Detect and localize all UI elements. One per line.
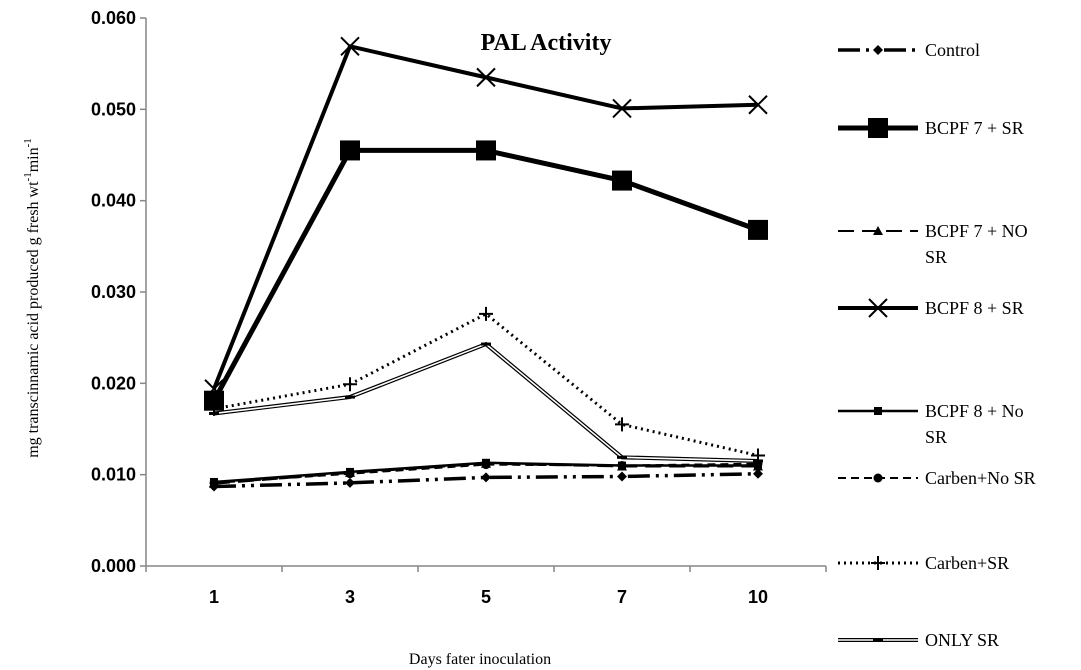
legend-entry: ONLY SR bbox=[838, 630, 999, 650]
legend-marker bbox=[873, 473, 883, 483]
data-point bbox=[340, 36, 360, 57]
legend-entry: BCPF 7 + NO SR bbox=[838, 221, 1028, 267]
x-tick-label: 5 bbox=[481, 587, 491, 607]
data-point bbox=[345, 467, 355, 477]
y-tick-label: 0.030 bbox=[91, 282, 136, 302]
y-tick-label: 0.060 bbox=[91, 8, 136, 28]
axes bbox=[145, 18, 826, 567]
data-point bbox=[343, 377, 357, 392]
series-line bbox=[213, 312, 759, 457]
y-ticks: 0.000 0.010 0.020 0.030 0.040 0.050 0.060 bbox=[91, 8, 146, 576]
series-line bbox=[212, 44, 759, 390]
data-point bbox=[753, 461, 763, 471]
y-axis-title: mg transcinnamic acid produced g fresh w… bbox=[22, 138, 42, 458]
y-tick-label: 0.040 bbox=[91, 191, 136, 211]
data-point bbox=[617, 471, 627, 482]
data-point bbox=[748, 95, 768, 115]
y-axis-title-main: mg transcinnamic acid produced g fresh w… bbox=[25, 181, 42, 458]
y-axis-title-sup2: -1 bbox=[22, 138, 34, 147]
data-point bbox=[209, 481, 219, 492]
data-point bbox=[481, 472, 491, 483]
legend-marker bbox=[868, 118, 888, 138]
x-axis-title: Days fater inoculation bbox=[409, 651, 551, 668]
legend-entry: Carben+SR bbox=[838, 553, 1009, 573]
legend-label: BCPF 8 + No bbox=[925, 401, 1024, 421]
legend-label: Control bbox=[925, 40, 980, 60]
legend-entry: BCPF 8 + SR bbox=[838, 298, 1024, 318]
series-lines bbox=[204, 36, 768, 492]
legend-marker bbox=[873, 638, 883, 642]
y-tick-label: 0.020 bbox=[91, 373, 136, 393]
legend-label: BCPF 8 + SR bbox=[925, 298, 1024, 318]
y-tick-label: 0.000 bbox=[91, 556, 136, 576]
data-point bbox=[340, 140, 360, 161]
legend-marker bbox=[873, 45, 883, 55]
series-ONLY SR bbox=[209, 342, 763, 463]
data-point bbox=[476, 140, 496, 161]
x-tick-label: 7 bbox=[617, 587, 627, 607]
data-point bbox=[479, 306, 493, 321]
series-Control bbox=[209, 468, 763, 492]
series-BCPF 7 + NO SR bbox=[209, 458, 763, 488]
data-point bbox=[345, 395, 355, 399]
legend-label: BCPF 7 + NO bbox=[925, 221, 1028, 241]
series-line bbox=[213, 472, 759, 489]
x-tick-label: 3 bbox=[345, 587, 355, 607]
legend-marker bbox=[868, 298, 888, 318]
data-point bbox=[345, 477, 355, 488]
x-ticks: 1 3 5 7 10 bbox=[145, 566, 827, 607]
legend-label: Carben+SR bbox=[925, 553, 1009, 573]
legend-entry: BCPF 7 + SR bbox=[838, 118, 1024, 138]
series-line-outer bbox=[213, 342, 759, 463]
legend-marker bbox=[873, 226, 883, 235]
legend-label: SR bbox=[925, 427, 947, 447]
legend-marker bbox=[871, 556, 885, 570]
legend-label: SR bbox=[925, 247, 947, 267]
data-point bbox=[204, 390, 224, 411]
legend-label: BCPF 7 + SR bbox=[925, 118, 1024, 138]
data-point bbox=[615, 417, 629, 432]
y-axis-title-sup1: -1 bbox=[22, 172, 34, 181]
series-Carben+SR bbox=[207, 306, 765, 463]
legend-entry: Control bbox=[838, 40, 980, 60]
legend-entry: Carben+No SR bbox=[838, 468, 1036, 488]
legend-label: ONLY SR bbox=[925, 630, 999, 650]
y-tick-label: 0.050 bbox=[91, 99, 136, 119]
data-point bbox=[481, 458, 491, 468]
data-point bbox=[753, 468, 763, 479]
data-point bbox=[748, 219, 768, 240]
x-tick-label: 1 bbox=[209, 587, 219, 607]
series-BCPF 7 + SR bbox=[204, 140, 768, 411]
y-axis-title-mid: min bbox=[25, 147, 42, 172]
data-point bbox=[617, 461, 627, 471]
x-tick-label: 10 bbox=[748, 587, 768, 607]
y-tick-label: 0.010 bbox=[91, 465, 136, 485]
data-point bbox=[612, 170, 632, 191]
data-point bbox=[481, 342, 491, 346]
data-point bbox=[612, 98, 632, 119]
data-point bbox=[617, 455, 627, 459]
legend-entry: BCPF 8 + No SR bbox=[838, 401, 1024, 447]
data-point bbox=[476, 67, 496, 88]
legend-label: Carben+No SR bbox=[925, 468, 1036, 488]
chart-title: PAL Activity bbox=[481, 30, 612, 56]
legend-marker bbox=[874, 407, 882, 415]
